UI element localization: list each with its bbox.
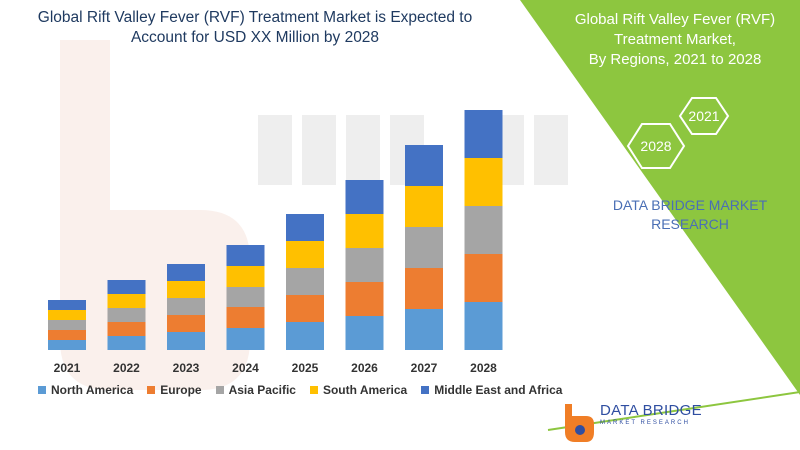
legend-swatch (215, 386, 224, 394)
bar-2021-asia-pacific (48, 320, 86, 330)
bar-2027-north-america (405, 309, 443, 350)
bar-2022-south-america (107, 294, 146, 308)
green-panel-shape (520, 0, 800, 395)
bar-2021-europe (48, 330, 86, 340)
bar-2023-europe (167, 315, 205, 332)
bar-2022-middle-east-and-africa (107, 280, 146, 294)
x-tick-label: 2021 (54, 361, 81, 375)
legend-item: Europe (147, 383, 202, 397)
hex-label-2021: 2021 (688, 108, 720, 124)
bar-2024-middle-east-and-africa (226, 245, 265, 266)
legend-item: Asia Pacific (215, 383, 296, 397)
company-name-line-1: DATA BRIDGE MARKET (612, 197, 768, 213)
x-tick-label: 2023 (173, 361, 200, 375)
bar-2027-europe (405, 268, 443, 309)
bar-2022-north-america (107, 336, 146, 350)
chart-title: Global Rift Valley Fever (RVF) Treatment… (37, 9, 473, 46)
bar-2021-north-america (48, 340, 86, 350)
x-tick-label: 2022 (113, 361, 140, 375)
hex-label-2028: 2028 (640, 138, 672, 154)
legend-swatch (147, 386, 156, 394)
legend-item: North America (38, 383, 133, 397)
panel-title-line-3: By Regions, 2021 to 2028 (588, 51, 762, 68)
legend-label: Europe (160, 383, 202, 397)
legend-swatch (38, 386, 46, 394)
bar-2024-north-america (226, 328, 265, 350)
bar-2021-middle-east-and-africa (48, 300, 86, 310)
x-tick-label: 2024 (232, 361, 259, 375)
bar-2028-north-america (464, 302, 503, 350)
bar-2025-europe (286, 295, 324, 322)
bar-2023-north-america (167, 332, 205, 350)
panel-title: Global Rift Valley Fever (RVF) Treatment… (560, 10, 790, 70)
x-tick-label: 2028 (470, 361, 497, 375)
bar-2024-asia-pacific (226, 287, 265, 307)
bar-2026-south-america (345, 214, 384, 248)
x-tick-label: 2026 (351, 361, 378, 375)
bar-2023-middle-east-and-africa (167, 264, 205, 281)
panel-title-line-1: Global Rift Valley Fever (RVF) (574, 11, 776, 28)
bar-2028-europe (464, 254, 503, 302)
bar-2025-south-america (286, 241, 324, 268)
hexagon-2021 (678, 97, 730, 135)
legend-swatch (421, 386, 430, 394)
bar-2025-north-america (286, 322, 324, 350)
legend-label: South America (322, 383, 408, 397)
bar-2021-south-america (48, 310, 86, 320)
bar-2023-asia-pacific (167, 298, 205, 315)
logo-mark (565, 404, 594, 442)
logo-subtext: MARKET RESEARCH (600, 420, 690, 426)
panel-title-line-2: Treatment Market, (614, 31, 736, 48)
bar-2025-middle-east-and-africa (286, 214, 324, 241)
legend-label: North America (51, 383, 134, 397)
bar-2024-south-america (226, 266, 265, 287)
bar-2027-asia-pacific (405, 227, 443, 268)
logo-text: DATA BRIDGE (600, 402, 702, 419)
bar-2023-south-america (167, 281, 205, 298)
bar-2022-europe (107, 322, 146, 336)
bar-2027-south-america (405, 186, 443, 227)
hexagon-2028 (626, 123, 686, 169)
bar-2028-middle-east-and-africa (464, 110, 503, 158)
bar-2028-south-america (464, 158, 503, 206)
legend-swatch (309, 386, 318, 394)
legend: North America Europe Asia Pacific South Ame… (38, 383, 562, 397)
company-name: DATA BRIDGE MARKET RESEARCH (585, 196, 795, 234)
stacked-bar-chart: 2021 2022 2023 2024 2025 2026 2027 2028 (48, 110, 503, 375)
legend-item: South America (309, 383, 408, 397)
bar-2025-asia-pacific (286, 268, 324, 295)
bar-2022-asia-pacific (107, 308, 146, 322)
bar-2027-middle-east-and-africa (405, 145, 443, 186)
x-tick-label: 2027 (411, 361, 438, 375)
bar-2026-middle-east-and-africa (345, 180, 384, 214)
logo (565, 404, 594, 442)
bar-2026-asia-pacific (345, 248, 384, 282)
x-tick-label: 2025 (292, 361, 319, 375)
company-name-line-2: RESEARCH (651, 216, 729, 232)
bar-2026-north-america (345, 316, 384, 350)
bar-2024-europe (226, 307, 265, 328)
legend-item: Middle East and Africa (421, 383, 562, 397)
legend-label: Asia Pacific (228, 383, 296, 397)
bar-2028-asia-pacific (464, 206, 503, 254)
legend-label: Middle East and Africa (434, 383, 563, 397)
bar-2026-europe (345, 282, 384, 316)
